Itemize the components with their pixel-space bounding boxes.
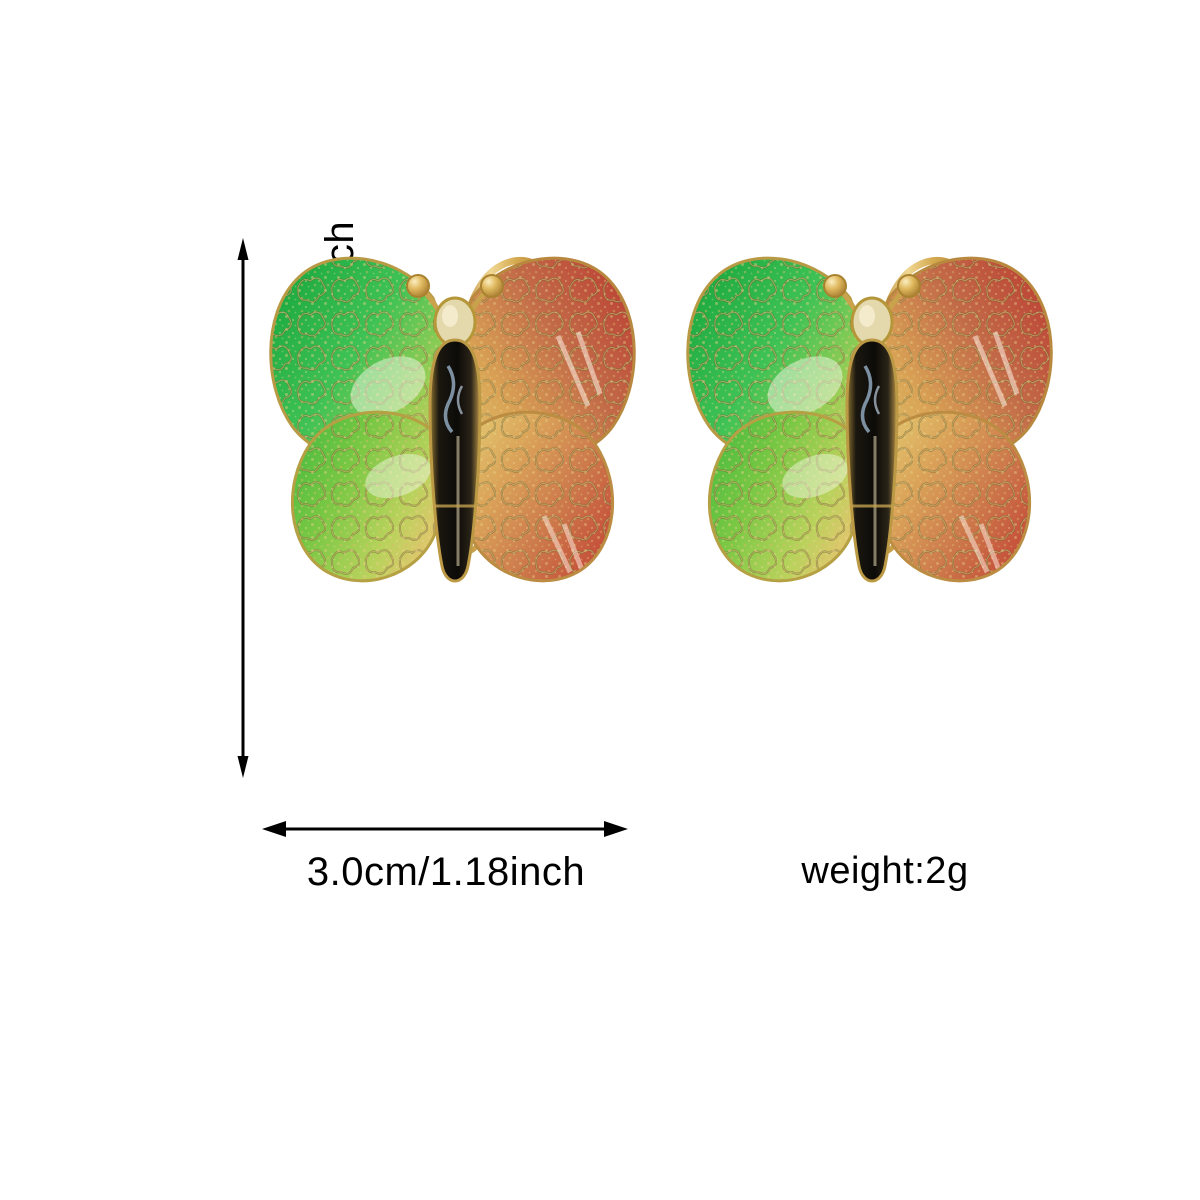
- butterfly-body: [845, 338, 899, 583]
- weight-label: weight:2g: [801, 850, 969, 892]
- butterfly-pendant: [686, 256, 1053, 583]
- butterfly-pendant: [269, 256, 636, 583]
- butterfly-body: [428, 338, 482, 583]
- earring-right: [675, 236, 1075, 766]
- height-dimension-arrow: [236, 238, 250, 778]
- width-dimension-arrow: [262, 820, 628, 838]
- wing-lower-right: [460, 410, 614, 583]
- antennae: [823, 274, 921, 324]
- antennae: [406, 274, 504, 324]
- wing-lower-left: [291, 410, 445, 583]
- wing-lower-right: [877, 410, 1031, 583]
- earring-left: [258, 236, 658, 766]
- wing-lower-left: [708, 410, 862, 583]
- width-dimension-label: 3.0cm/1.18inch: [306, 850, 586, 894]
